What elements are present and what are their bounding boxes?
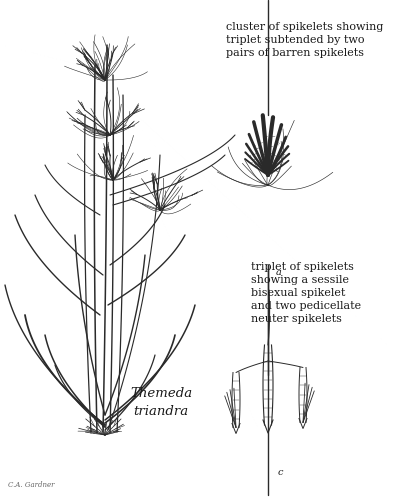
Text: Themeda
triandra: Themeda triandra — [130, 387, 192, 418]
Text: C.A. Gardner: C.A. Gardner — [8, 481, 55, 489]
Text: cluster of spikelets showing
triplet subtended by two
pairs of barren spikelets: cluster of spikelets showing triplet sub… — [226, 22, 384, 58]
Text: c: c — [278, 468, 284, 477]
Text: triplet of spikelets
showing a sessile
bisexual spikelet
and two pedicellate
neu: triplet of spikelets showing a sessile b… — [251, 262, 361, 324]
Text: a: a — [276, 268, 282, 277]
